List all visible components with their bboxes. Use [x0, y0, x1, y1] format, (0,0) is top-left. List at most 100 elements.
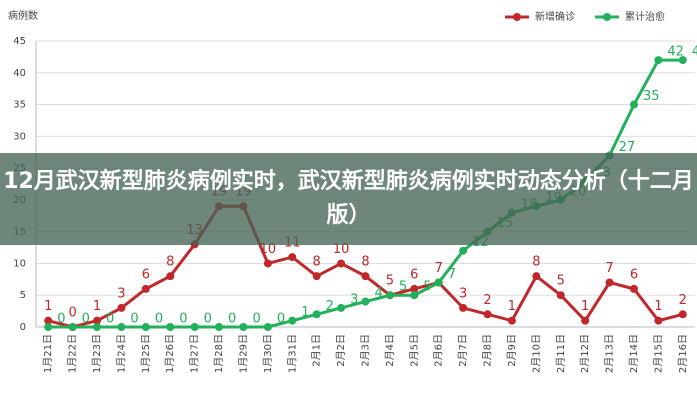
value-label: 0	[204, 312, 212, 327]
point	[532, 272, 541, 281]
value-label: 2	[483, 293, 491, 308]
value-label: 10	[260, 242, 277, 257]
value-label: 7	[605, 261, 613, 276]
point	[678, 310, 687, 319]
point	[385, 291, 394, 300]
value-label: 1	[581, 299, 589, 314]
x-tick-label: 1月26日	[164, 334, 176, 373]
value-label: 27	[619, 140, 636, 155]
x-tick-label: 2月6日	[433, 334, 445, 367]
x-tick-label: 2月13日	[604, 334, 616, 373]
y-tick-label: 0	[20, 322, 26, 333]
value-label: 6	[630, 267, 638, 282]
x-tick-label: 2月2日	[335, 334, 347, 367]
point	[361, 272, 370, 281]
value-label: 0	[57, 312, 65, 327]
value-label: 42	[667, 45, 684, 60]
value-label: 2	[679, 293, 687, 308]
x-tick-label: 1月24日	[115, 334, 127, 373]
point	[141, 323, 150, 331]
x-tick-label: 2月8日	[482, 334, 494, 367]
point	[337, 303, 346, 312]
value-label: 5	[557, 274, 565, 289]
x-tick-label: 2月10日	[530, 334, 542, 373]
point	[654, 56, 663, 65]
point	[312, 310, 321, 319]
point	[141, 284, 150, 293]
x-tick-label: 1月27日	[189, 334, 201, 373]
x-tick-label: 2月1日	[311, 334, 323, 367]
point	[312, 272, 321, 281]
point	[93, 316, 102, 325]
value-label: 1	[93, 299, 101, 314]
value-label: 0	[155, 312, 163, 327]
x-tick-label: 1月23日	[91, 334, 103, 373]
x-tick-label: 2月9日	[506, 334, 518, 367]
point	[629, 284, 638, 293]
legend-marker	[513, 13, 521, 21]
x-tick-label: 2月3日	[360, 334, 372, 367]
point	[337, 259, 346, 268]
y-tick-label: 35	[13, 100, 26, 111]
x-tick-label: 2月11日	[555, 334, 567, 373]
x-tick-label: 1月28日	[213, 334, 225, 373]
point	[556, 291, 565, 300]
point	[190, 323, 199, 331]
point	[434, 278, 443, 287]
value-label: 8	[166, 255, 174, 270]
value-label: 3	[350, 292, 358, 307]
value-label: 1	[508, 299, 516, 314]
value-label: 42	[692, 45, 697, 60]
value-label: 0	[82, 312, 90, 327]
point	[629, 100, 638, 109]
x-tick-label: 2月15日	[652, 334, 664, 373]
point	[93, 323, 102, 331]
point	[605, 278, 614, 287]
value-label: 0	[106, 312, 114, 327]
value-label: 5	[423, 280, 431, 295]
x-tick-label: 1月22日	[67, 334, 79, 373]
legend-marker	[603, 13, 611, 21]
value-label: 35	[643, 89, 660, 104]
point	[263, 323, 272, 331]
point	[44, 323, 53, 331]
value-label: 2	[326, 299, 334, 314]
value-label: 0	[68, 306, 76, 321]
point	[215, 323, 224, 331]
point	[117, 323, 126, 331]
y-tick-label: 30	[13, 131, 26, 142]
point	[581, 316, 590, 325]
value-label: 0	[277, 312, 285, 327]
point	[654, 316, 663, 325]
point	[459, 303, 468, 312]
y-tick-label: 45	[13, 36, 26, 47]
value-label: 0	[179, 312, 187, 327]
point	[459, 246, 468, 255]
legend-label: 新增确诊	[535, 10, 575, 23]
point	[361, 297, 370, 306]
point	[678, 56, 687, 65]
value-label: 6	[410, 267, 418, 282]
x-tick-label: 2月7日	[457, 334, 469, 367]
value-label: 8	[313, 255, 321, 270]
x-tick-label: 2月5日	[408, 334, 420, 367]
point	[288, 316, 297, 325]
point	[44, 316, 53, 325]
value-label: 7	[448, 267, 456, 282]
value-label: 0	[228, 312, 236, 327]
x-tick-label: 2月12日	[579, 334, 591, 373]
x-tick-label: 1月21日	[42, 334, 54, 373]
value-label: 3	[459, 286, 467, 301]
point	[410, 284, 419, 293]
point	[166, 323, 175, 331]
value-label: 1	[301, 305, 309, 320]
value-label: 8	[532, 255, 540, 270]
x-tick-label: 1月30日	[262, 334, 274, 373]
legend-label: 累计治愈	[625, 10, 665, 23]
point	[483, 310, 492, 319]
point	[68, 323, 77, 331]
value-label: 5	[386, 274, 394, 289]
y-tick-label: 5	[20, 290, 26, 301]
